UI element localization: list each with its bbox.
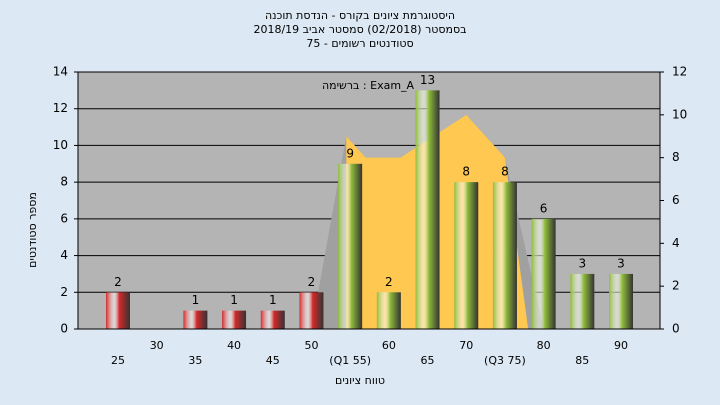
- data-label: 9: [346, 146, 354, 160]
- x-axis-title: טווח ציונים: [335, 374, 385, 387]
- x-tick-label: 45: [266, 354, 280, 367]
- y-tick-label: 14: [53, 65, 68, 79]
- bar: [338, 163, 363, 329]
- y-tick-label: 2: [60, 285, 68, 299]
- x-tick-label: (Q3 75): [484, 354, 526, 367]
- bar: [415, 90, 440, 329]
- y-axis-title: מספר סטודנטים: [26, 192, 39, 268]
- bar: [376, 292, 401, 329]
- x-tick-label: 70: [459, 339, 473, 352]
- data-label: 8: [462, 165, 470, 179]
- y2-tick-label: 4: [672, 236, 680, 250]
- x-tick-label: 30: [150, 339, 164, 352]
- y2-tick-label: 0: [672, 322, 680, 336]
- plot-border: [77, 71, 661, 330]
- data-label: 8: [501, 165, 509, 179]
- y-tick-label: 0: [60, 322, 68, 336]
- data-label: 2: [114, 275, 122, 289]
- bar: [106, 292, 130, 329]
- bar: [531, 218, 556, 329]
- annotation: ברשימה : Exam_A: [322, 79, 415, 92]
- y2-tick-label: 10: [672, 107, 687, 121]
- bar: [299, 292, 324, 329]
- x-tick-label: 65: [421, 354, 435, 367]
- y-tick-label: 8: [60, 175, 68, 189]
- y-tick-label: 4: [60, 248, 68, 262]
- data-label: 6: [540, 201, 548, 215]
- y2-tick-label: 8: [672, 150, 680, 164]
- bar: [260, 310, 285, 329]
- bar: [222, 310, 247, 329]
- x-tick-label: 90: [614, 339, 628, 352]
- x-tick-label: 35: [188, 354, 202, 367]
- data-label: 1: [192, 293, 200, 307]
- x-tick-label: 40: [227, 339, 241, 352]
- y2-tick-label: 2: [672, 279, 680, 293]
- bar: [492, 182, 517, 329]
- data-label: 2: [308, 275, 316, 289]
- data-label: 2: [385, 275, 393, 289]
- chart-title: היסטוגרמת ציונים בקורס - הנדסת תוכנה: [265, 9, 455, 22]
- data-label: 13: [420, 73, 435, 87]
- x-tick-label: 60: [382, 339, 396, 352]
- bar: [570, 273, 595, 329]
- x-tick-label: 25: [111, 354, 125, 367]
- x-tick-label: 85: [575, 354, 589, 367]
- data-label: 1: [230, 293, 238, 307]
- y-tick-label: 6: [60, 211, 68, 225]
- x-tick-label: 50: [304, 339, 318, 352]
- chart-subtitle: סטודנטים רשומים - 75: [306, 37, 413, 50]
- chart-subtitle: בסמסטר (02/2018) סמסטר אביב 2018/19: [253, 23, 466, 36]
- x-tick-label: (Q1 55): [329, 354, 371, 367]
- y-tick-label: 10: [53, 138, 68, 152]
- data-label: 3: [617, 256, 625, 270]
- x-tick-label: 80: [537, 339, 551, 352]
- bar: [183, 310, 208, 329]
- y2-tick-label: 6: [672, 193, 680, 207]
- y2-tick-label: 12: [672, 65, 687, 79]
- data-label: 1: [269, 293, 277, 307]
- y-tick-label: 12: [53, 101, 68, 115]
- bar: [609, 273, 633, 329]
- data-label: 3: [578, 256, 586, 270]
- bar: [454, 182, 479, 329]
